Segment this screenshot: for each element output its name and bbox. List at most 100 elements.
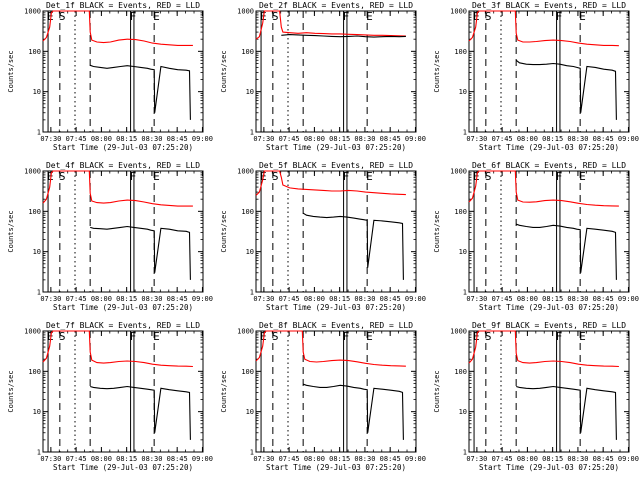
x-tick-label: 08:45	[380, 295, 401, 303]
event-marker-label: S	[272, 330, 279, 343]
detector-panel-6: Det_6f BLACK = Events, RED = LLD 1 10 100 10…	[426, 160, 639, 320]
x-tick-label: 08:15	[116, 455, 137, 463]
x-tick-label: 08:00	[91, 135, 112, 143]
plot-frame	[42, 170, 204, 293]
y-tick-label: 100	[454, 368, 467, 376]
series-line	[516, 385, 617, 440]
event-marker-label: F	[130, 330, 137, 343]
series-line	[42, 330, 193, 368]
x-axis-label: Start Time (29-Jul-03 07:25:20)	[266, 303, 406, 312]
x-tick-label: 08:00	[304, 135, 325, 143]
x-tick-label: 08:30	[354, 455, 375, 463]
y-tick-label: 100	[28, 368, 41, 376]
y-tick-label: 1	[463, 449, 467, 457]
y-axis-label: Counts/sec	[220, 50, 228, 92]
event-marker-label: S	[485, 330, 492, 343]
series-line	[302, 212, 404, 280]
y-tick-label: 100	[241, 368, 254, 376]
x-tick-label: 07:30	[466, 295, 487, 303]
x-axis-label: Start Time (29-Jul-03 07:25:20)	[266, 143, 406, 152]
x-tick-label: 07:45	[66, 295, 87, 303]
x-tick-label: 08:00	[517, 455, 538, 463]
series-line	[255, 330, 406, 367]
x-tick-label: 08:15	[329, 135, 350, 143]
y-tick-label: 1000	[450, 168, 467, 176]
detector-panel-9: Det_9f BLACK = Events, RED = LLD 1 10 100 10…	[426, 320, 639, 480]
event-marker-label: F	[130, 170, 137, 183]
x-tick-label: 08:15	[329, 455, 350, 463]
x-tick-label: 08:45	[380, 455, 401, 463]
series-line	[42, 170, 193, 207]
x-tick-label: 07:45	[492, 455, 513, 463]
x-tick-label: 07:45	[279, 455, 300, 463]
y-tick-label: 1	[37, 449, 41, 457]
y-tick-label: 1000	[450, 328, 467, 336]
event-marker-label: F	[556, 330, 563, 343]
x-axis-label: Start Time (29-Jul-03 07:25:20)	[479, 463, 619, 472]
y-tick-label: 100	[454, 208, 467, 216]
x-tick-label: 07:45	[279, 135, 300, 143]
event-marker-label: E	[366, 330, 373, 343]
chart-title: Det_6f BLACK = Events, RED = LLD	[472, 161, 626, 170]
y-axis-label: Counts/sec	[7, 370, 15, 412]
chart-svg: Det_7f BLACK = Events, RED = LLD 1 10 100 10…	[7, 321, 213, 472]
event-marker-label: E	[579, 10, 586, 23]
x-tick-label: 08:45	[167, 455, 188, 463]
x-tick-label: 08:45	[593, 295, 614, 303]
x-tick-label: 08:15	[329, 295, 350, 303]
x-tick-label: 07:45	[66, 135, 87, 143]
x-tick-label: 09:00	[192, 295, 213, 303]
y-tick-label: 100	[241, 208, 254, 216]
chart-title: Det_5f BLACK = Events, RED = LLD	[259, 161, 413, 170]
x-tick-label: 07:30	[253, 135, 274, 143]
x-tick-label: 08:30	[354, 135, 375, 143]
series-line	[468, 330, 619, 368]
x-tick-label: 08:00	[517, 295, 538, 303]
x-tick-label: 08:45	[167, 295, 188, 303]
y-axis-label: Counts/sec	[433, 50, 441, 92]
event-marker-label: S	[59, 10, 66, 23]
x-axis-label: Start Time (29-Jul-03 07:25:20)	[479, 143, 619, 152]
y-tick-label: 1	[37, 289, 41, 297]
series-line	[90, 64, 191, 120]
y-tick-label: 10	[33, 248, 41, 256]
event-marker-label: F	[343, 330, 350, 343]
x-tick-label: 07:45	[492, 135, 513, 143]
x-tick-label: 07:30	[40, 455, 61, 463]
chart-svg: Det_6f BLACK = Events, RED = LLD 1 10 100 10…	[433, 161, 639, 312]
event-marker-label: S	[272, 170, 279, 183]
event-marker-label: F	[343, 170, 350, 183]
x-tick-label: 07:45	[492, 295, 513, 303]
detector-panel-5: Det_5f BLACK = Events, RED = LLD 1 10 100 10…	[213, 160, 426, 320]
x-tick-label: 08:30	[141, 455, 162, 463]
y-tick-label: 10	[459, 88, 467, 96]
event-marker-label: S	[272, 10, 279, 23]
plot-frame	[255, 170, 417, 293]
x-tick-label: 08:45	[380, 135, 401, 143]
x-tick-label: 08:15	[116, 295, 137, 303]
detector-panel-4: Det_4f BLACK = Events, RED = LLD 1 10 100 10…	[0, 160, 213, 320]
chart-svg: Det_4f BLACK = Events, RED = LLD 1 10 100 10…	[7, 161, 213, 312]
x-tick-label: 09:00	[405, 135, 426, 143]
series-line	[468, 10, 619, 47]
y-tick-label: 1	[37, 129, 41, 137]
chart-title: Det_8f BLACK = Events, RED = LLD	[259, 321, 413, 330]
y-tick-label: 100	[454, 48, 467, 56]
x-tick-label: 08:15	[116, 135, 137, 143]
plot-frame	[255, 330, 417, 453]
x-tick-label: 09:00	[618, 455, 639, 463]
x-axis-label: Start Time (29-Jul-03 07:25:20)	[53, 303, 193, 312]
y-tick-label: 10	[459, 408, 467, 416]
series-line	[303, 383, 404, 440]
event-marker-label: E	[579, 170, 586, 183]
event-marker-label: F	[556, 170, 563, 183]
y-tick-label: 1000	[24, 328, 41, 336]
event-marker-label: E	[366, 170, 373, 183]
chart-title: Det_1f BLACK = Events, RED = LLD	[46, 1, 200, 10]
x-tick-label: 08:15	[542, 455, 563, 463]
x-tick-label: 08:00	[91, 455, 112, 463]
x-tick-label: 08:30	[354, 295, 375, 303]
x-tick-label: 07:30	[466, 135, 487, 143]
chart-title: Det_3f BLACK = Events, RED = LLD	[472, 1, 626, 10]
